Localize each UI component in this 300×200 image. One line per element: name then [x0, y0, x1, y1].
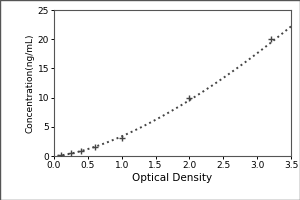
Y-axis label: Concentration(ng/mL): Concentration(ng/mL): [26, 33, 35, 133]
X-axis label: Optical Density: Optical Density: [132, 173, 213, 183]
